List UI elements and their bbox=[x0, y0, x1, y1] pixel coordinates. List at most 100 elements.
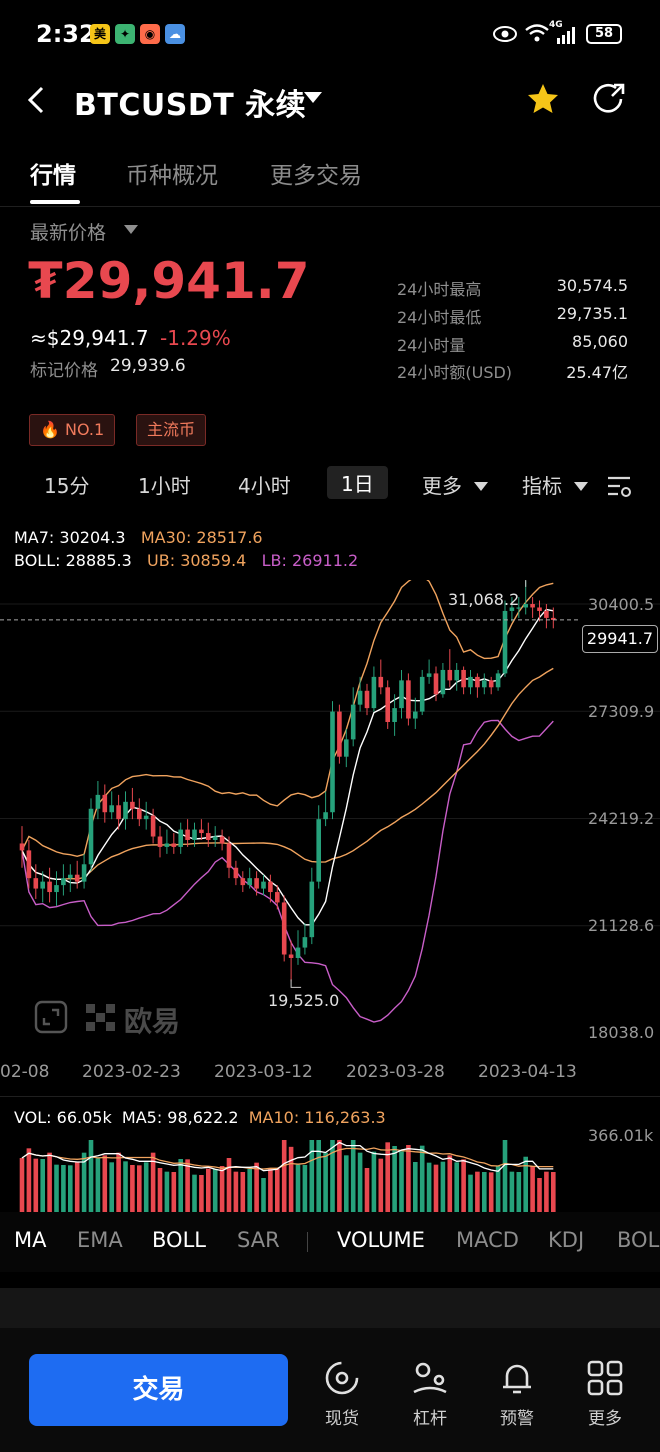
candle-body bbox=[488, 680, 494, 688]
volume-bar bbox=[344, 1155, 349, 1212]
status-time: 2:32 bbox=[36, 20, 96, 48]
low-marker: 19,525.0 bbox=[268, 991, 340, 1010]
candle-body bbox=[116, 805, 121, 820]
x-tick: 2023-03-28 bbox=[346, 1062, 445, 1082]
stat-volume-label: 24小时量 bbox=[397, 336, 466, 355]
candle-body bbox=[364, 690, 370, 709]
section-gap bbox=[0, 1288, 660, 1328]
star-icon[interactable] bbox=[526, 82, 560, 116]
chart-settings-icon[interactable] bbox=[606, 474, 632, 500]
interval-1d[interactable]: 1日 bbox=[327, 466, 388, 499]
ma30-value: MA30: 28517.6 bbox=[140, 528, 263, 547]
share-icon[interactable] bbox=[592, 82, 626, 116]
margin-icon[interactable] bbox=[410, 1358, 450, 1398]
trade-button[interactable]: 交易 bbox=[29, 1354, 288, 1426]
watermark: 欧易 bbox=[124, 1005, 181, 1038]
candle-body bbox=[40, 881, 45, 889]
tab-overview[interactable]: 币种概况 bbox=[126, 163, 218, 189]
candle-body bbox=[426, 673, 432, 677]
volume-bar bbox=[33, 1158, 39, 1212]
tab-market[interactable]: 行情 bbox=[30, 163, 76, 189]
y-tick: 18038.0 bbox=[588, 1023, 655, 1042]
ind-sar[interactable]: SAR bbox=[237, 1228, 280, 1252]
volume-bar bbox=[137, 1165, 142, 1212]
ind-boll-sub[interactable]: BOLL bbox=[617, 1228, 660, 1252]
bell-icon[interactable] bbox=[497, 1358, 537, 1398]
grid-icon[interactable] bbox=[585, 1358, 625, 1398]
volume-bar bbox=[61, 1165, 66, 1212]
interval-4h[interactable]: 4小时 bbox=[238, 474, 291, 498]
candle-body bbox=[419, 676, 425, 712]
candle-body bbox=[551, 617, 556, 620]
candle-body bbox=[344, 739, 349, 757]
candle-body bbox=[164, 843, 170, 847]
tab-more-trading[interactable]: 更多交易 bbox=[270, 163, 362, 189]
volume-bar bbox=[247, 1169, 252, 1212]
chevron-down-icon[interactable] bbox=[574, 482, 588, 491]
volume-bar bbox=[54, 1164, 59, 1212]
volume-bar bbox=[406, 1145, 411, 1212]
candle-body bbox=[413, 711, 418, 719]
nav-spot[interactable]: 现货 bbox=[325, 1409, 359, 1429]
okx-logo-icon bbox=[86, 1004, 115, 1031]
tab-indicator bbox=[30, 200, 80, 204]
lb-value: LB: 26911.2 bbox=[261, 551, 359, 570]
status-bar: 2:32 美 ✦ ◉ ☁ 4G 58 bbox=[0, 0, 660, 70]
candle-body bbox=[102, 794, 108, 813]
stat-volume-value: 85,060 bbox=[572, 332, 628, 351]
chevron-down-icon[interactable] bbox=[124, 225, 138, 234]
nav-alerts[interactable]: 预警 bbox=[500, 1409, 534, 1429]
candle-body bbox=[433, 673, 439, 695]
chevron-down-icon[interactable] bbox=[474, 482, 488, 491]
ind-ema[interactable]: EMA bbox=[77, 1228, 123, 1252]
volume-bar bbox=[426, 1162, 432, 1212]
volume-bar bbox=[281, 1140, 287, 1212]
nav-margin[interactable]: 杠杆 bbox=[413, 1409, 447, 1429]
candle-body bbox=[185, 829, 190, 840]
volume-bar bbox=[47, 1152, 52, 1212]
interval-more[interactable]: 更多 bbox=[422, 474, 462, 498]
current-price-tag: 29941.7 bbox=[582, 625, 658, 653]
volume-bar bbox=[212, 1169, 218, 1212]
candle-body bbox=[81, 864, 87, 882]
chevron-down-icon[interactable] bbox=[304, 92, 322, 104]
candle-body bbox=[495, 673, 501, 688]
candle-body bbox=[309, 881, 315, 938]
candle-body bbox=[247, 878, 252, 886]
indicator-separator bbox=[307, 1232, 308, 1252]
ma-legend: MA7: 30204.3 MA30: 28517.6 bbox=[14, 528, 263, 547]
candle-body bbox=[454, 669, 459, 681]
boll-value: BOLL: 28885.3 bbox=[14, 551, 132, 570]
ind-macd[interactable]: MACD bbox=[456, 1228, 519, 1252]
volume-bar bbox=[330, 1140, 335, 1212]
ind-kdj[interactable]: KDJ bbox=[548, 1228, 585, 1252]
volume-chart[interactable] bbox=[0, 1134, 660, 1212]
ind-ma[interactable]: MA bbox=[14, 1228, 47, 1252]
price-type-selector[interactable]: 最新价格 bbox=[30, 222, 107, 244]
indicator-menu[interactable]: 指标 bbox=[522, 474, 562, 498]
candlestick-chart[interactable] bbox=[0, 580, 660, 1050]
back-icon[interactable] bbox=[26, 86, 48, 114]
candle-body bbox=[109, 805, 114, 813]
category-badge[interactable]: 主流币 bbox=[136, 414, 207, 446]
candle-body bbox=[385, 687, 390, 723]
volume-bar bbox=[254, 1162, 259, 1212]
high-marker-leader bbox=[525, 580, 527, 587]
candle-body bbox=[461, 669, 466, 688]
nav-more[interactable]: 更多 bbox=[588, 1409, 622, 1429]
candle-body bbox=[206, 833, 211, 840]
ind-boll[interactable]: BOLL bbox=[152, 1228, 206, 1252]
rank-badge[interactable]: 🔥 NO.1 bbox=[29, 414, 116, 446]
interval-15m[interactable]: 15分 bbox=[44, 474, 90, 498]
usd-price: ≈$29,941.7 bbox=[30, 326, 149, 350]
interval-1h[interactable]: 1小时 bbox=[138, 474, 191, 498]
price-change: -1.29% bbox=[160, 326, 231, 350]
spot-icon[interactable] bbox=[322, 1358, 362, 1398]
network-type: 4G bbox=[549, 20, 563, 30]
symbol-title[interactable]: BTCUSDT 永续 bbox=[74, 88, 307, 123]
candle-body bbox=[392, 708, 397, 723]
ind-volume[interactable]: VOLUME bbox=[337, 1228, 425, 1252]
volume-bar bbox=[226, 1158, 232, 1212]
candle-body bbox=[523, 604, 528, 608]
fullscreen-icon[interactable] bbox=[34, 1000, 68, 1034]
